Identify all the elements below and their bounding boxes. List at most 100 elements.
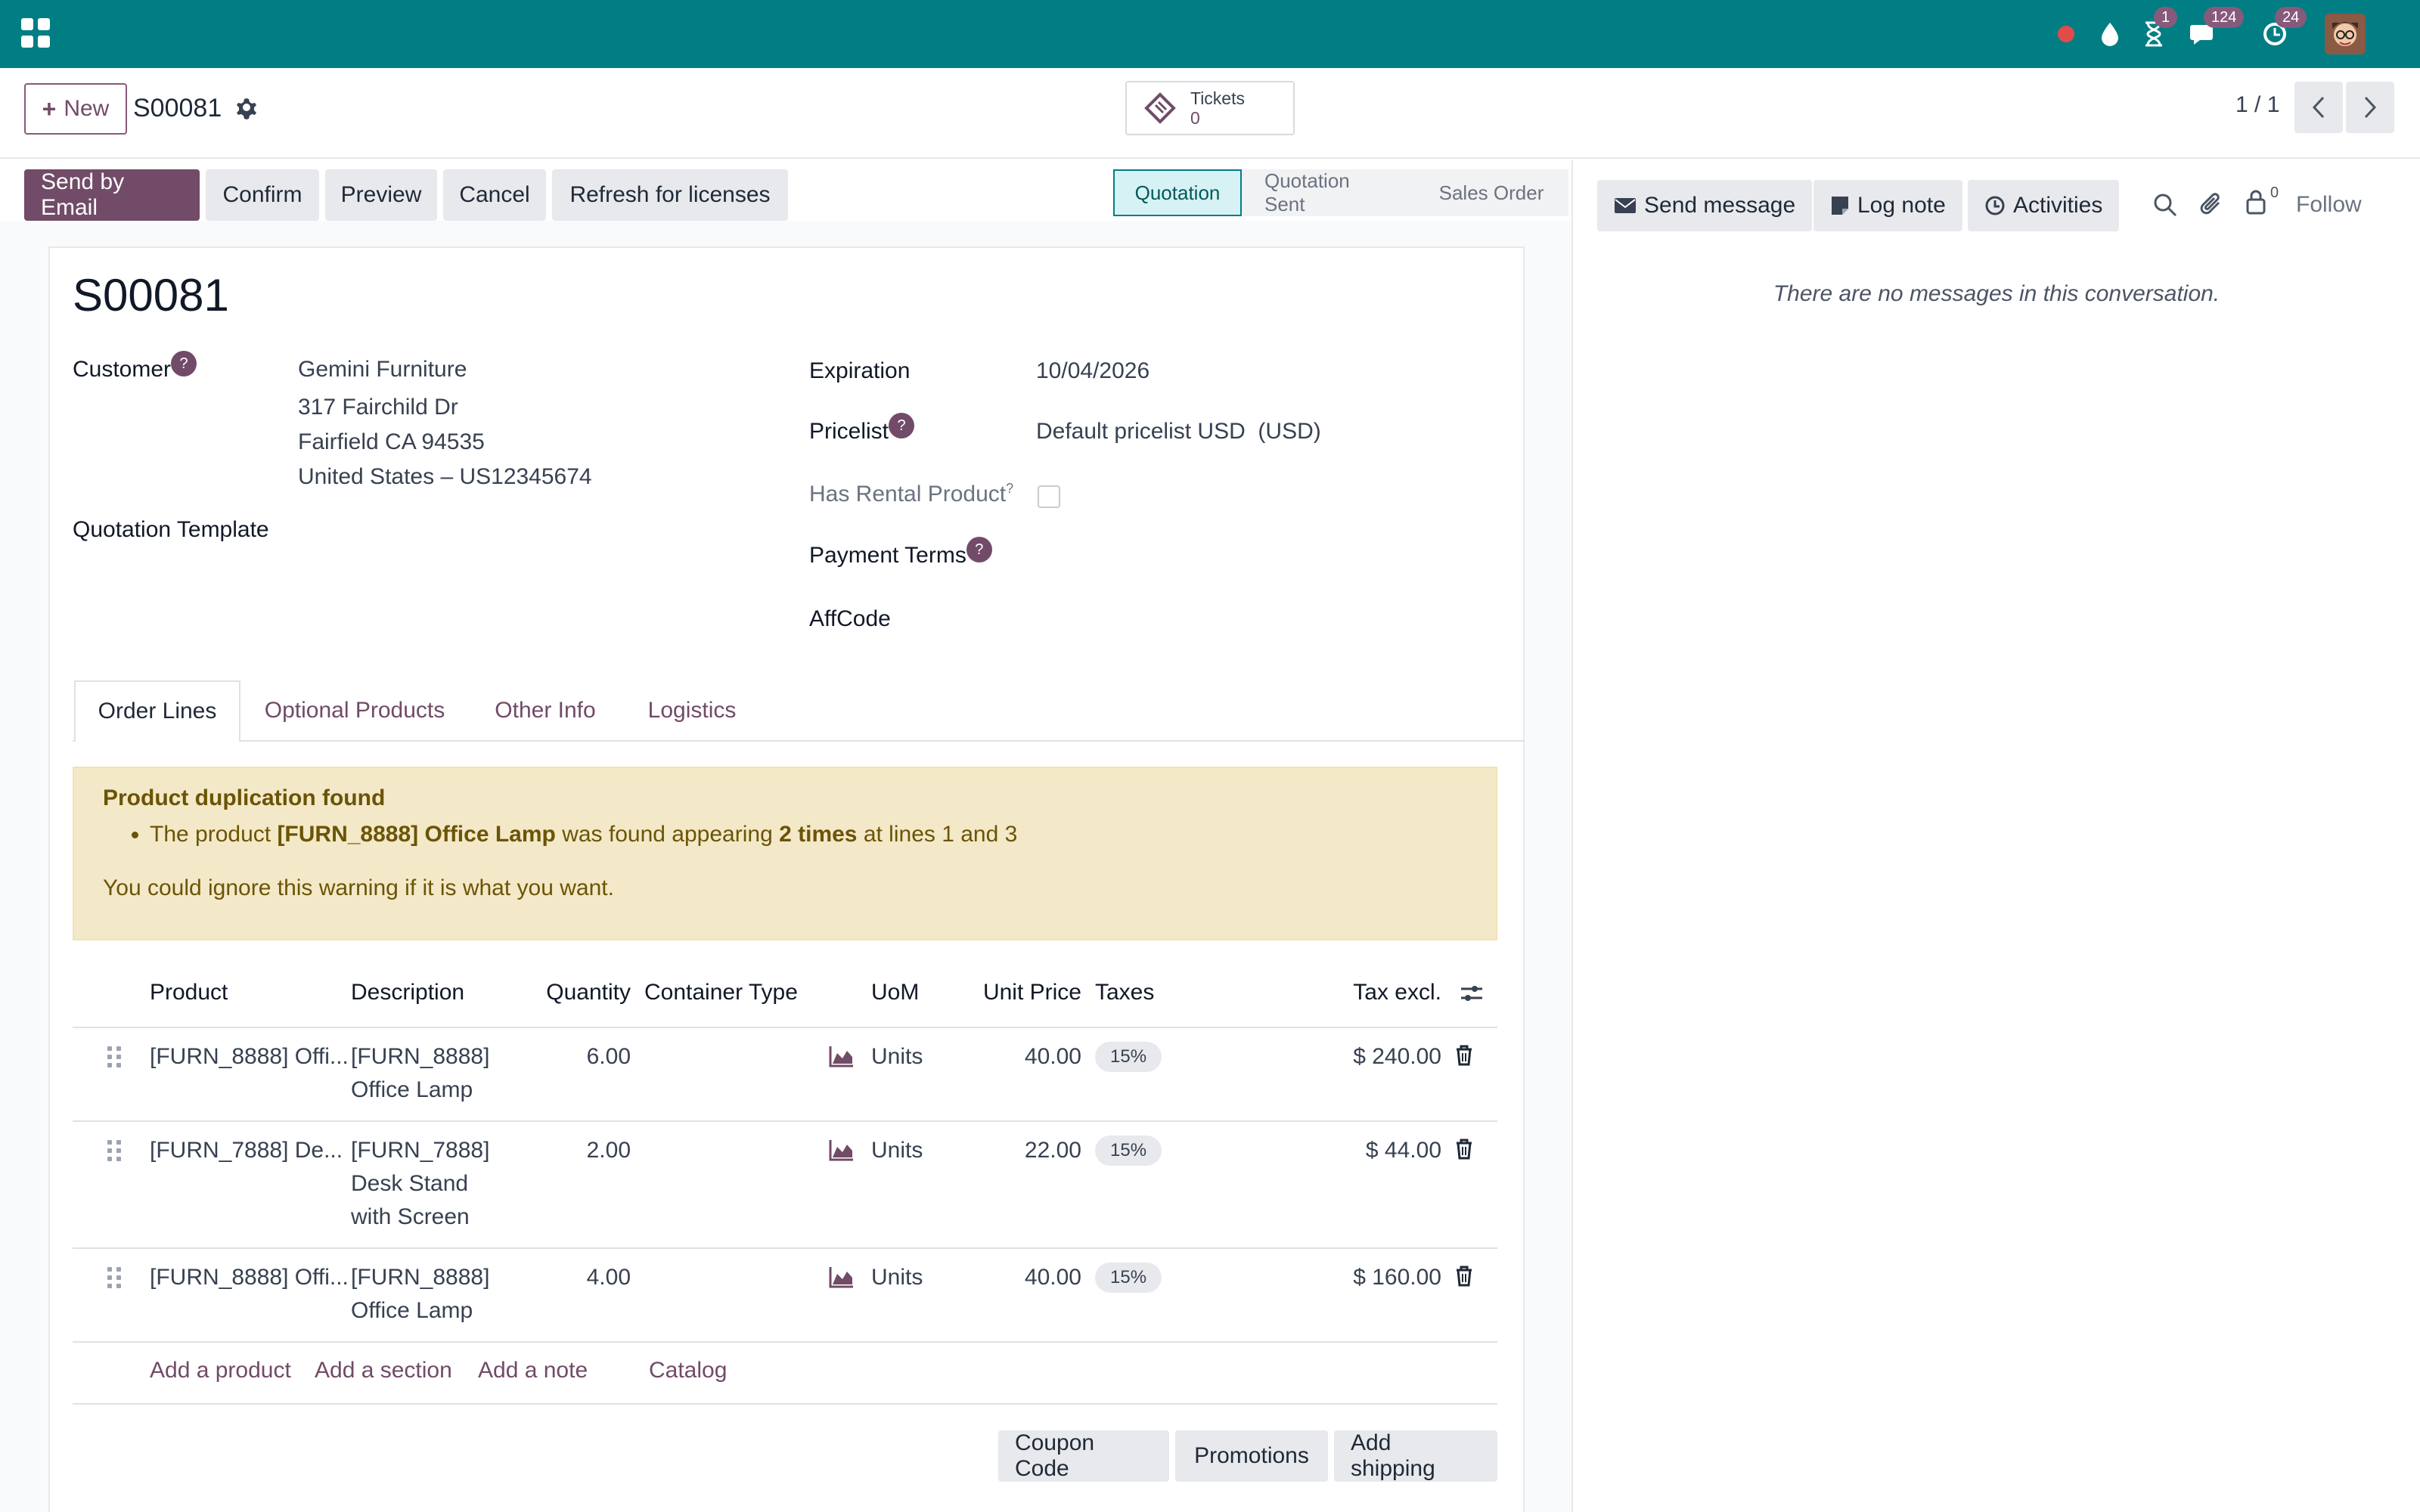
row2-description-line1: [FURN_7888] — [351, 1138, 490, 1163]
col-header-tax-excl[interactable]: Tax excl. — [1353, 980, 1441, 1005]
stage-sales-order[interactable]: Sales Order — [1414, 169, 1568, 216]
tab-other-info[interactable]: Other Info — [495, 698, 596, 723]
catalog-link[interactable]: Catalog — [649, 1358, 728, 1383]
pricelist-help-icon[interactable]: ? — [889, 413, 915, 438]
add-product-link[interactable]: Add a product — [150, 1358, 291, 1383]
payment-terms-label-text: Payment Terms — [809, 543, 966, 568]
send-by-email-button[interactable]: Send by Email — [24, 169, 200, 221]
row3-uom[interactable]: Units — [871, 1265, 923, 1290]
droplet-icon[interactable] — [2093, 17, 2127, 51]
stage-quotation-sent[interactable]: Quotation Sent — [1242, 169, 1414, 216]
tab-order-lines[interactable]: Order Lines — [74, 680, 240, 742]
forecast-chart-icon[interactable] — [829, 1266, 855, 1294]
row2-product[interactable]: [FURN_7888] De... — [150, 1138, 343, 1163]
pager-value[interactable]: 1 / 1 — [2235, 92, 2280, 117]
row3-description[interactable]: [FURN_8888] Office Lamp — [351, 1261, 489, 1328]
activity-hourglass-icon[interactable]: 1 — [2137, 7, 2178, 51]
paperclip-icon[interactable] — [2199, 191, 2225, 224]
gear-icon[interactable] — [234, 95, 259, 125]
drag-handle-icon[interactable] — [107, 1267, 123, 1288]
tab-logistics[interactable]: Logistics — [647, 698, 737, 723]
ticket-icon — [1144, 92, 1176, 124]
log-note-button[interactable]: Log note — [1813, 180, 1962, 231]
trash-icon[interactable] — [1455, 1045, 1473, 1072]
send-message-button[interactable]: Send message — [1597, 180, 1813, 231]
refresh-licenses-button[interactable]: Refresh for licenses — [552, 169, 788, 221]
user-avatar[interactable] — [2325, 14, 2366, 54]
trash-icon[interactable] — [1455, 1266, 1473, 1293]
confirm-button[interactable]: Confirm — [206, 169, 319, 221]
col-header-container-type[interactable]: Container Type — [644, 980, 798, 1005]
rental-help-mark[interactable]: ? — [1006, 481, 1014, 496]
row2-description-line2: Desk Stand — [351, 1171, 469, 1196]
tab-optional-products[interactable]: Optional Products — [264, 698, 445, 723]
row2-description[interactable]: [FURN_7888] Desk Stand with Screen — [351, 1134, 489, 1234]
forecast-chart-icon[interactable] — [829, 1045, 855, 1074]
pager-next-button[interactable] — [2346, 82, 2394, 133]
coupon-code-button[interactable]: Coupon Code — [998, 1430, 1169, 1482]
column-settings-icon[interactable] — [1460, 981, 1484, 1012]
row2-unit-price[interactable]: 22.00 — [1024, 1138, 1081, 1163]
activities-button[interactable]: Activities — [1968, 180, 2120, 231]
alert-times: 2 times — [779, 822, 858, 847]
row3-description-line1: [FURN_8888] — [351, 1265, 490, 1290]
new-record-button[interactable]: + New — [24, 83, 127, 135]
has-rental-product-checkbox[interactable] — [1038, 485, 1060, 508]
preview-button[interactable]: Preview — [325, 169, 437, 221]
search-icon[interactable] — [2152, 192, 2178, 224]
add-section-link[interactable]: Add a section — [315, 1358, 452, 1383]
row2-uom[interactable]: Units — [871, 1138, 923, 1163]
col-header-unit-price[interactable]: Unit Price — [982, 980, 1081, 1005]
recording-dot-icon[interactable] — [2049, 17, 2083, 51]
row1-tax-badge[interactable]: 15% — [1095, 1042, 1162, 1072]
affcode-field[interactable] — [1036, 600, 1475, 635]
messages-icon[interactable]: 124 — [2187, 7, 2245, 51]
pager-previous-button[interactable] — [2294, 82, 2343, 133]
row1-product[interactable]: [FURN_8888] Offi... — [150, 1044, 349, 1069]
row3-quantity[interactable]: 4.00 — [586, 1265, 631, 1290]
drag-handle-icon[interactable] — [107, 1140, 123, 1161]
breadcrumb-record-name: S00081 — [133, 94, 222, 122]
follow-button[interactable]: Follow — [2296, 192, 2362, 217]
plus-icon: + — [42, 94, 57, 122]
expiration-value[interactable]: 10/04/2026 — [1036, 358, 1150, 383]
quotation-template-field[interactable] — [298, 511, 721, 546]
col-header-description[interactable]: Description — [351, 980, 465, 1005]
apps-menu-icon[interactable] — [21, 18, 51, 48]
row1-quantity[interactable]: 6.00 — [586, 1044, 631, 1069]
row1-description[interactable]: [FURN_8888] Office Lamp — [351, 1040, 489, 1107]
col-header-quantity[interactable]: Quantity — [546, 980, 631, 1005]
tickets-smart-button[interactable]: Tickets 0 — [1125, 81, 1295, 135]
top-navbar — [0, 0, 2420, 68]
row2-quantity[interactable]: 2.00 — [586, 1138, 631, 1163]
customer-help-icon[interactable]: ? — [171, 351, 197, 376]
row1-description-line2: Office Lamp — [351, 1077, 473, 1102]
cancel-button[interactable]: Cancel — [443, 169, 546, 221]
updates-count-badge: 24 — [2275, 7, 2307, 28]
col-header-taxes[interactable]: Taxes — [1095, 980, 1155, 1005]
row2-tax-badge[interactable]: 15% — [1095, 1136, 1162, 1166]
payment-terms-field[interactable] — [1036, 538, 1475, 573]
row3-unit-price[interactable]: 40.00 — [1024, 1265, 1081, 1290]
pricelist-value[interactable]: Default pricelist USD (USD) — [1036, 419, 1321, 444]
row3-product[interactable]: [FURN_8888] Offi... — [150, 1265, 349, 1290]
payment-terms-help-icon[interactable]: ? — [966, 537, 992, 562]
add-shipping-button[interactable]: Add shipping — [1334, 1430, 1497, 1482]
followers-lock-icon[interactable] — [2245, 189, 2267, 221]
row1-subtotal: $ 240.00 — [1353, 1044, 1441, 1069]
customer-name[interactable]: Gemini Furniture — [298, 357, 467, 382]
row1-unit-price[interactable]: 40.00 — [1024, 1044, 1081, 1069]
updates-icon[interactable]: 24 — [2258, 7, 2307, 51]
row1-uom[interactable]: Units — [871, 1044, 923, 1069]
row3-tax-badge[interactable]: 15% — [1095, 1263, 1162, 1293]
drag-handle-icon[interactable] — [107, 1046, 123, 1067]
trash-icon[interactable] — [1455, 1139, 1473, 1166]
record-title: S00081 — [73, 270, 229, 321]
stage-quotation[interactable]: Quotation — [1113, 169, 1242, 216]
row3-description-line2: Office Lamp — [351, 1298, 473, 1323]
add-note-link[interactable]: Add a note — [478, 1358, 588, 1383]
col-header-product[interactable]: Product — [150, 980, 228, 1005]
forecast-chart-icon[interactable] — [829, 1139, 855, 1167]
col-header-uom[interactable]: UoM — [871, 980, 920, 1005]
promotions-button[interactable]: Promotions — [1175, 1430, 1328, 1482]
